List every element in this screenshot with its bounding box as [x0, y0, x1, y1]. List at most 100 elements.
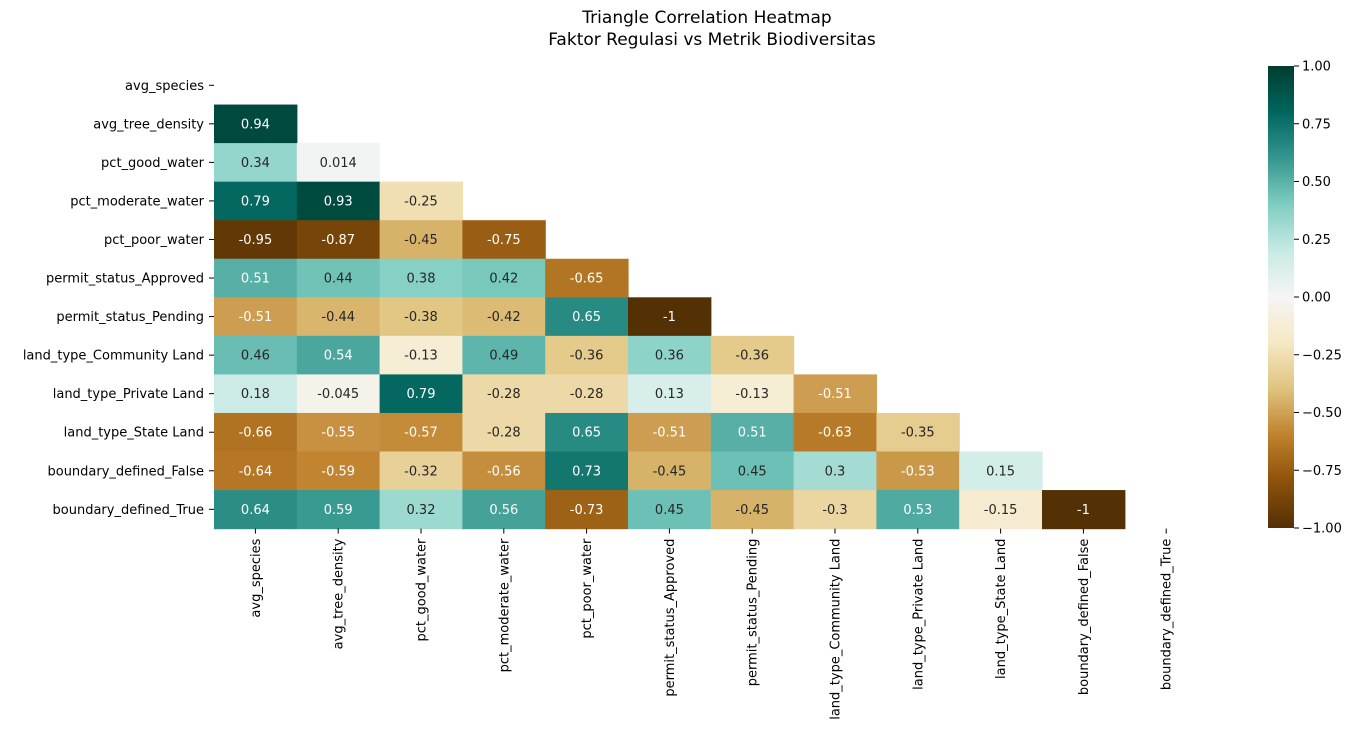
y-tick-label: boundary_defined_True [53, 503, 204, 518]
cell-value-label: 0.36 [655, 349, 684, 364]
heatmap-cell [876, 451, 960, 491]
heatmap-cell [214, 181, 298, 221]
cell-value-label: 0.51 [738, 426, 767, 441]
cell-value-label: -0.15 [984, 503, 1018, 518]
cell-value-label: -0.28 [487, 387, 521, 402]
x-tick-label: land_type_Community Land [829, 539, 844, 720]
heatmap-cell [628, 297, 712, 337]
cell-value-label: -0.42 [487, 310, 521, 325]
heatmap-cell [214, 374, 298, 414]
heatmap-cell [1042, 490, 1126, 530]
heatmap-cell [296, 220, 381, 260]
heatmap-cell [710, 374, 795, 414]
cell-value-label: -0.53 [901, 464, 935, 479]
y-tick-label: pct_moderate_water [70, 194, 204, 209]
y-tick-label: avg_species [125, 79, 204, 94]
y-tick-label: avg_tree_density [93, 117, 204, 132]
cell-value-label: 0.014 [320, 156, 357, 171]
cell-value-label: -0.35 [901, 426, 935, 441]
heatmap-cell [214, 335, 298, 375]
colorbar-tick-label: 1.00 [1302, 60, 1331, 75]
cell-value-label: -0.95 [239, 233, 273, 248]
heatmap-cell [296, 297, 381, 337]
cell-value-label: -0.57 [404, 426, 438, 441]
cell-value-label: -0.38 [404, 310, 438, 325]
y-tick-label: pct_poor_water [104, 233, 205, 248]
heatmap-cell [545, 451, 629, 491]
heatmap-cell [379, 220, 463, 260]
heatmap-cell [379, 412, 463, 453]
heatmap-cell [462, 258, 546, 298]
heatmap-cell [710, 335, 795, 375]
heatmap-cell [876, 490, 960, 530]
y-tick-label: land_type_Community Land [23, 349, 204, 364]
cell-value-label: -0.64 [239, 464, 273, 479]
heatmap-cell [379, 297, 463, 337]
heatmap-cell [545, 374, 629, 414]
cell-value-label: 0.49 [489, 349, 518, 364]
cell-value-label: -0.65 [570, 272, 604, 287]
x-tick-label: land_type_State Land [994, 539, 1009, 679]
heatmap-cell [876, 412, 960, 453]
heatmap-cell [379, 258, 463, 298]
cell-value-label: 0.34 [241, 156, 270, 171]
colorbar-tick-label: −1.00 [1302, 522, 1342, 537]
heatmap-cell [379, 181, 463, 221]
y-tick-label: boundary_defined_False [47, 464, 204, 479]
cell-value-label: -1 [1077, 503, 1090, 518]
heatmap-cell [793, 490, 877, 530]
chart-subtitle: Faktor Regulasi vs Metrik Biodiversitas [548, 30, 876, 50]
cell-value-label: 0.45 [738, 464, 767, 479]
heatmap-cell [214, 451, 298, 491]
heatmap-cell [296, 258, 381, 298]
cell-value-label: -0.32 [404, 464, 438, 479]
cell-value-label: 0.13 [655, 387, 684, 402]
heatmap-cell [214, 490, 298, 530]
colorbar-tick-label: −0.50 [1302, 406, 1342, 421]
heatmap-cell [545, 335, 629, 375]
cell-value-label: -0.51 [818, 387, 852, 402]
cell-value-label: -0.56 [487, 464, 521, 479]
cell-value-label: -0.51 [653, 426, 687, 441]
colorbar-tick-label: 0.75 [1302, 117, 1331, 132]
heatmap-cell [296, 143, 381, 183]
heatmap-cell [296, 335, 381, 375]
heatmap-cell [214, 297, 298, 337]
heatmap-cell [710, 451, 795, 491]
y-axis: avg_species avg_tree_density pct_good_wate… [23, 79, 214, 518]
cell-value-label: 0.94 [241, 117, 270, 132]
heatmap-cell [628, 490, 712, 530]
cell-value-label: 0.45 [655, 503, 684, 518]
cell-value-label: -0.28 [487, 426, 521, 441]
cell-value-label: 0.64 [241, 503, 270, 518]
cell-value-label: -0.75 [487, 233, 521, 248]
heatmap-cell [959, 490, 1043, 530]
heatmap-cell [379, 374, 463, 414]
heatmap-cell [214, 258, 298, 298]
colorbar: 1.00 0.75 0.50 0.25 0.00 −0.25 −0.50 −0.75 −1.00 [1268, 60, 1342, 537]
colorbar-tick-label: 0.00 [1302, 291, 1331, 306]
heatmap-cell [545, 412, 629, 453]
heatmap-cell [296, 451, 381, 491]
x-tick-label: boundary_defined_True [1160, 539, 1175, 690]
heatmap-cell [379, 335, 463, 375]
heatmap-cell [628, 451, 712, 491]
heatmap-cell [545, 297, 629, 337]
cell-value-label: 0.56 [489, 503, 518, 518]
heatmap-cell [296, 181, 381, 221]
cell-value-label: 0.46 [241, 349, 270, 364]
x-tick-label: boundary_defined_False [1077, 539, 1092, 696]
cell-value-label: -0.36 [735, 349, 769, 364]
cell-value-label: 0.18 [241, 387, 270, 402]
cell-value-label: -0.87 [321, 233, 355, 248]
cell-value-label: -0.45 [735, 503, 769, 518]
cell-value-label: 0.65 [572, 310, 601, 325]
x-tick-label: avg_tree_density [332, 538, 347, 649]
x-tick-label: pct_poor_water [580, 538, 595, 639]
cell-value-label: 0.51 [241, 272, 270, 287]
heatmap-cell [379, 490, 463, 530]
heatmap-cell [628, 412, 712, 453]
cell-value-label: -0.59 [321, 464, 355, 479]
x-tick-label: avg_species [249, 538, 264, 617]
cell-value-label: 0.15 [986, 464, 1015, 479]
